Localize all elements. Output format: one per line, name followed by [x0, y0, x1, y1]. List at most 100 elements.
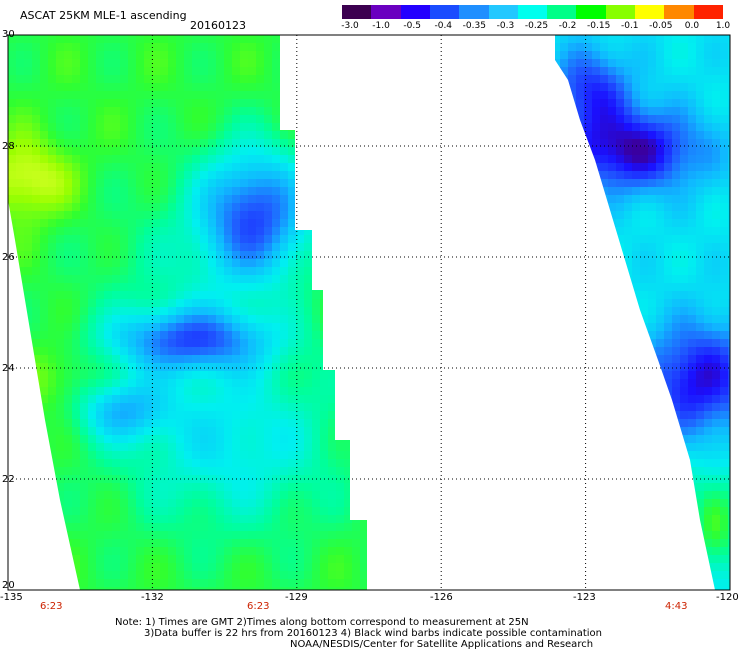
wind-field-cell [24, 83, 32, 91]
wind-field-cell [616, 67, 624, 75]
wind-field-cell [320, 491, 328, 499]
wind-field-cell [184, 307, 192, 315]
wind-field-cell [664, 459, 672, 467]
wind-field-cell [320, 467, 328, 475]
wind-field-cell [680, 171, 688, 179]
wind-field-cell [152, 91, 160, 99]
wind-field-cell [555, 147, 560, 155]
wind-field-cell [248, 163, 256, 171]
wind-field-cell [664, 283, 672, 291]
wind-field-cell [664, 131, 672, 139]
wind-field-cell [48, 371, 56, 379]
wind-field-cell [624, 99, 632, 107]
wind-field-cell [96, 307, 104, 315]
wind-field-cell [304, 339, 312, 347]
wind-field-cell [240, 331, 248, 339]
wind-field-cell [304, 67, 312, 75]
wind-field-cell [368, 547, 376, 555]
wind-field-cell [104, 67, 112, 75]
wind-field-cell [328, 427, 336, 435]
wind-field-cell [568, 331, 576, 339]
wind-field-cell [320, 499, 328, 507]
wind-field-cell [368, 323, 376, 331]
wind-field-cell [216, 251, 224, 259]
wind-field-cell [232, 507, 240, 515]
wind-field-cell [296, 459, 304, 467]
wind-field-cell [672, 459, 680, 467]
wind-field-cell [624, 251, 632, 259]
wind-field-cell [600, 403, 608, 411]
wind-field-cell [320, 363, 328, 371]
wind-field-cell [256, 251, 264, 259]
wind-field-cell [152, 451, 160, 459]
wind-field-cell [336, 259, 344, 267]
wind-field-cell [168, 259, 176, 267]
wind-field-cell [160, 339, 168, 347]
wind-field-cell [328, 555, 336, 563]
wind-field-cell [608, 531, 616, 539]
wind-field-cell [80, 59, 88, 67]
wind-field-cell [624, 59, 632, 67]
wind-field-cell [96, 547, 104, 555]
colorbar-swatch [371, 5, 402, 19]
wind-field-cell [576, 171, 584, 179]
wind-field-cell [208, 443, 216, 451]
wind-field-cell [288, 443, 296, 451]
wind-field-cell [160, 427, 168, 435]
wind-field-cell [120, 243, 128, 251]
wind-field-cell [576, 419, 584, 427]
wind-field-cell [304, 267, 312, 275]
wind-field-cell [240, 235, 248, 243]
wind-field-cell [136, 371, 144, 379]
wind-field-cell [64, 155, 72, 163]
wind-field-cell [160, 331, 168, 339]
wind-field-cell [208, 179, 216, 187]
wind-field-cell [360, 499, 367, 507]
wind-field-cell [32, 331, 40, 339]
wind-field-cell [568, 371, 576, 379]
wind-field-cell [336, 355, 344, 363]
wind-field-cell [176, 283, 184, 291]
wind-field-cell [176, 307, 184, 315]
wind-field-cell [88, 323, 96, 331]
wind-field-cell [600, 115, 608, 123]
left-swath-field [8, 35, 376, 590]
wind-field-cell [704, 67, 712, 75]
wind-field-cell [8, 539, 16, 547]
wind-field-cell [120, 419, 128, 427]
wind-field-cell [360, 363, 367, 371]
wind-field-cell [176, 131, 184, 139]
wind-field-cell [568, 91, 576, 99]
wind-field-cell [624, 411, 632, 419]
wind-field-cell [32, 499, 40, 507]
wind-field-cell [344, 91, 352, 99]
wind-field-cell [176, 251, 184, 259]
wind-field-cell [192, 219, 200, 227]
wind-field-cell [664, 355, 672, 363]
wind-field-cell [88, 555, 96, 563]
wind-field-cell [704, 571, 712, 579]
wind-field-cell [136, 323, 144, 331]
wind-field-cell [256, 147, 264, 155]
wind-field-cell [640, 83, 648, 91]
wind-field-cell [120, 555, 128, 563]
wind-field-cell [568, 355, 576, 363]
wind-field-cell [312, 91, 320, 99]
wind-field-cell [152, 131, 160, 139]
wind-field-cell [368, 403, 376, 411]
wind-field-cell [48, 179, 56, 187]
wind-field-cell [672, 59, 680, 67]
wind-field-cell [32, 251, 40, 259]
wind-field-cell [328, 571, 336, 579]
wind-field-cell [176, 171, 184, 179]
wind-field-cell [56, 379, 64, 387]
wind-field-cell [48, 283, 56, 291]
wind-field-cell [368, 203, 376, 211]
wind-field-cell [264, 235, 272, 243]
wind-field-cell [64, 347, 72, 355]
wind-field-cell [184, 267, 192, 275]
wind-field-cell [104, 315, 112, 323]
wind-field-cell [216, 387, 224, 395]
wind-field-cell [88, 155, 96, 163]
wind-field-cell [728, 491, 730, 499]
